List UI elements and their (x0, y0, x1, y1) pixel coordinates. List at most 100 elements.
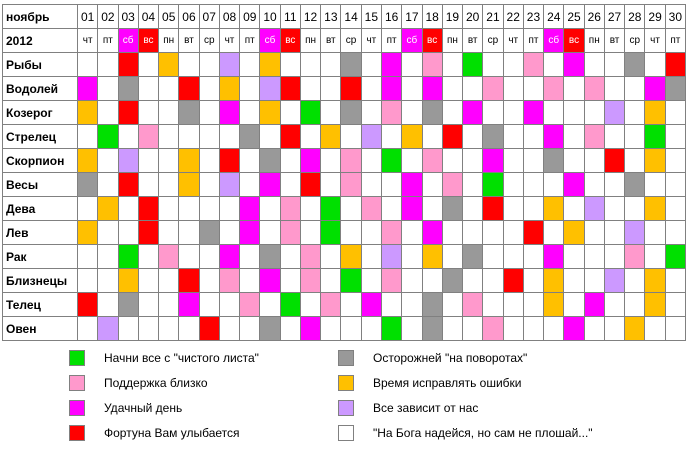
day-number: 15 (360, 4, 382, 29)
day-cell (522, 292, 545, 317)
weekday-label: вс (279, 28, 301, 53)
day-cell (563, 172, 585, 197)
day-cell (198, 100, 220, 125)
day-cell (664, 316, 687, 341)
day-cell (380, 124, 403, 149)
sign-name: Весы (2, 172, 78, 197)
day-number: 08 (218, 4, 241, 29)
day-number: 17 (401, 4, 423, 29)
day-cell (239, 100, 261, 125)
day-cell (583, 316, 605, 341)
day-cell (340, 316, 362, 341)
day-cell (76, 268, 99, 293)
sign-row: Близнецы (2, 268, 687, 293)
day-cell (360, 172, 382, 197)
day-cell (178, 292, 200, 317)
day-cell (299, 100, 322, 125)
day-number: 12 (299, 4, 322, 29)
legend-swatch (338, 375, 354, 391)
weekday-label: сб (401, 28, 423, 53)
day-cell (522, 52, 545, 77)
day-cell (543, 268, 565, 293)
legend-swatch (338, 425, 354, 441)
day-cell (482, 52, 504, 77)
day-cell (360, 292, 382, 317)
day-cell (462, 100, 484, 125)
day-cell (279, 268, 301, 293)
day-cell (482, 244, 504, 269)
weekday-label: вс (137, 28, 160, 53)
legend-label: Поддержка близко (104, 376, 208, 390)
day-cell (340, 124, 362, 149)
day-cell (299, 244, 322, 269)
day-cell (441, 196, 464, 221)
legend-label: Фортуна Вам улыбается (104, 426, 240, 440)
day-cell (137, 244, 160, 269)
sign-row: Козерог (2, 100, 687, 125)
day-cell (178, 148, 200, 173)
day-cell (97, 124, 119, 149)
day-cell (218, 52, 241, 77)
day-cell (583, 52, 605, 77)
day-cell (158, 244, 180, 269)
day-cell (239, 196, 261, 221)
day-cell (239, 316, 261, 341)
day-cell (360, 244, 382, 269)
day-cell (462, 244, 484, 269)
day-cell (502, 172, 524, 197)
day-cell (401, 196, 423, 221)
day-cell (462, 172, 484, 197)
day-cell (279, 244, 301, 269)
day-cell (198, 268, 220, 293)
day-cell (380, 100, 403, 125)
weekday-label: чт (360, 28, 382, 53)
day-cell (421, 268, 443, 293)
day-cell (299, 316, 322, 341)
day-cell (462, 148, 484, 173)
day-cell (218, 100, 241, 125)
day-cell (401, 124, 423, 149)
day-cell (563, 76, 585, 101)
day-cell (522, 268, 545, 293)
day-cell (259, 292, 281, 317)
day-number: 16 (380, 4, 403, 29)
day-cell (198, 76, 220, 101)
day-cell (603, 196, 626, 221)
day-cell (502, 220, 524, 245)
day-cell (76, 196, 99, 221)
legend-label: Удачный день (104, 401, 183, 415)
day-cell (299, 292, 322, 317)
day-cell (462, 52, 484, 77)
day-cell (218, 244, 241, 269)
sign-row: Дева (2, 196, 687, 221)
legend-label: "На Бога надейся, но сам не плошай..." (373, 426, 593, 440)
day-cell (543, 148, 565, 173)
day-cell (117, 268, 139, 293)
day-cell (320, 292, 342, 317)
day-cell (198, 292, 220, 317)
weekday-label: пт (380, 28, 403, 53)
day-number: 10 (259, 4, 281, 29)
day-cell (198, 172, 220, 197)
sign-name: Дева (2, 196, 78, 221)
day-cell (624, 100, 646, 125)
day-cell (239, 292, 261, 317)
day-cell (360, 220, 382, 245)
day-number: 29 (644, 4, 666, 29)
legend-label: Осторожней "на поворотах" (373, 351, 528, 365)
day-cell (583, 100, 605, 125)
day-cell (401, 244, 423, 269)
day-cell (462, 124, 484, 149)
day-cell (502, 244, 524, 269)
day-cell (178, 316, 200, 341)
legend-label: Время исправлять ошибки (373, 376, 522, 390)
day-cell (239, 124, 261, 149)
day-cell (401, 100, 423, 125)
day-cell (117, 148, 139, 173)
day-cell (137, 316, 160, 341)
day-cell (340, 100, 362, 125)
day-cell (117, 244, 139, 269)
day-cell (137, 196, 160, 221)
day-cell (218, 196, 241, 221)
day-cell (218, 292, 241, 317)
